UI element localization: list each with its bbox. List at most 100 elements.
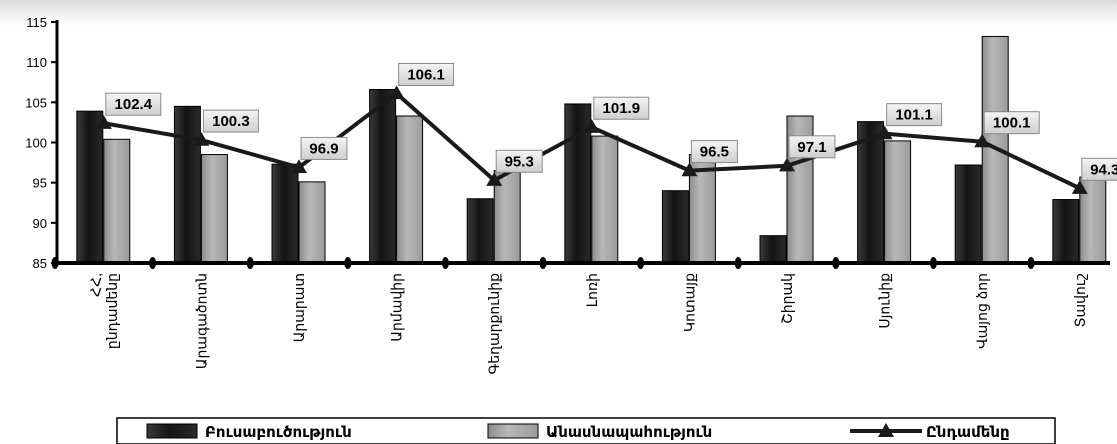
- bar-crop-3: [369, 88, 397, 264]
- x-tick-label-6: Կոտայք: [681, 273, 697, 332]
- x-tick-label-line-5-0: Լոռի: [584, 273, 600, 307]
- legend-swatch-crop: [146, 423, 198, 439]
- line-point-5: [583, 119, 600, 133]
- x-tick-label-line-9-0: Վայոց ձոր: [974, 273, 990, 349]
- line-point-10: [1071, 180, 1088, 194]
- x-tick-label-line-4-0: Գեղարքունիք: [486, 273, 502, 374]
- bar-livestock-5: [591, 135, 619, 264]
- data-label-3: 106.1: [407, 66, 445, 83]
- x-tick-label-line-0-1: ընդամենը: [104, 273, 120, 349]
- legend: Բուսաբուծություն Անասնապահություն Ընդամենը: [116, 417, 1056, 444]
- x-tick-label-2: Արարատ: [291, 273, 307, 342]
- y-tick-label-6: 115: [26, 15, 47, 30]
- data-label-5: 101.9: [603, 100, 641, 117]
- legend-label-0: Բուսաբուծություն: [205, 424, 352, 441]
- bar-livestock-2: [298, 181, 326, 264]
- y-tick-label-2: 95: [33, 176, 47, 191]
- bar-livestock-0: [103, 138, 131, 264]
- x-tick-label-line-8-0: Սյունիք: [877, 273, 893, 329]
- data-label-box-2: [300, 136, 348, 160]
- x-tick-label-4: Գեղարքունիք: [486, 273, 502, 374]
- x-tick-mark-7: [734, 257, 742, 269]
- bar-livestock-4: [493, 170, 521, 264]
- data-label-box-7: [788, 135, 836, 159]
- bar-crop-1: [173, 105, 201, 264]
- data-label-8: 101.1: [895, 107, 933, 124]
- line-point-1: [193, 132, 210, 146]
- data-label-box-9: [983, 111, 1040, 135]
- x-tick-label-line-2-0: Արարատ: [291, 273, 307, 342]
- x-tick-label-line-6-0: Կոտայք: [681, 273, 697, 332]
- bar-crop-10: [1052, 199, 1080, 264]
- x-tick-mark-10: [1027, 257, 1035, 269]
- bar-crop-7: [759, 235, 787, 264]
- legend-marker-total: [878, 423, 894, 437]
- data-label-box-8: [886, 103, 943, 127]
- x-tick-label-line-0-0: ՀՀ,: [88, 273, 104, 297]
- data-label-2: 96.9: [309, 140, 338, 157]
- x-tick-label-8: Սյունիք: [877, 273, 893, 329]
- line-point-6: [681, 162, 698, 177]
- data-label-box-0: [105, 92, 162, 116]
- data-label-0: 102.4: [115, 96, 153, 113]
- x-tick-mark-8: [832, 257, 840, 269]
- bar-crop-4: [466, 198, 494, 264]
- x-tick-mark-9: [929, 257, 937, 269]
- line-point-7: [779, 157, 795, 172]
- y-tick-label-1: 90: [33, 216, 47, 231]
- legend-swatch-livestock: [487, 423, 539, 439]
- data-label-box-3: [398, 62, 455, 86]
- line-point-8: [876, 125, 893, 140]
- x-tick-label-9: Վայոց ձոր: [974, 273, 990, 349]
- data-label-6: 96.5: [700, 144, 729, 161]
- y-tick-label-4: 105: [25, 95, 47, 110]
- x-tick-label-5: Լոռի: [584, 273, 600, 307]
- data-label-4: 95.3: [505, 153, 534, 170]
- legend-label-2: Ընդամենը: [926, 424, 1010, 441]
- y-tick-label-3: 100: [25, 136, 47, 151]
- x-tick-mark-3: [344, 257, 352, 269]
- data-label-9: 100.1: [993, 115, 1031, 132]
- bar-crop-0: [76, 110, 104, 264]
- data-label-7: 97.1: [797, 139, 826, 156]
- bar-livestock-8: [884, 140, 912, 264]
- x-tick-mark-4: [441, 257, 449, 269]
- y-tick-label-0: 85: [33, 256, 47, 271]
- data-label-box-1: [202, 109, 259, 133]
- x-tick-label-7: Շիրակ: [779, 273, 795, 324]
- data-label-box-5: [593, 96, 650, 120]
- x-tick-mark-2: [246, 257, 254, 269]
- y-tick-label-5: 110: [26, 55, 47, 70]
- bar-crop-2: [271, 163, 299, 264]
- legend-label-1: Անասնապահություն: [546, 424, 712, 441]
- data-label-1: 100.3: [212, 113, 250, 130]
- line-point-2: [291, 159, 307, 174]
- line-point-3: [388, 85, 405, 100]
- data-label-10: 94.3: [1090, 161, 1117, 178]
- line-point-9: [974, 133, 991, 148]
- bar-crop-8: [857, 121, 885, 264]
- x-tick-label-line-10-0: Տավուշ: [1072, 273, 1088, 327]
- x-tick-mark-1: [149, 257, 157, 269]
- x-tick-mark-0: [51, 257, 59, 269]
- data-label-box-10: [1081, 157, 1117, 181]
- x-tick-label-1: Արագածոտն: [193, 273, 209, 369]
- bars-layer: [76, 35, 1107, 264]
- bar-crop-9: [954, 164, 982, 264]
- line-point-0: [95, 115, 112, 129]
- x-tick-label-0: ՀՀ, ընդամենը: [88, 273, 120, 349]
- x-tick-label-3: Արմավիր: [389, 273, 405, 342]
- bar-crop-6: [661, 190, 689, 264]
- data-label-box-4: [495, 149, 543, 173]
- x-tick-label-line-3-0: Արմավիր: [389, 273, 405, 342]
- bar-livestock-1: [200, 154, 228, 264]
- bar-livestock-3: [396, 115, 424, 264]
- x-tick-mark-5: [539, 257, 547, 269]
- axes-layer: 85 90 95 100 105 110 115 ՀՀ, ընդամենը Արագածոտն Ար…: [25, 15, 1110, 374]
- x-tick-mark-6: [637, 257, 645, 269]
- x-tick-label-line-7-0: Շիրակ: [779, 273, 795, 324]
- x-tick-label-10: Տավուշ: [1072, 273, 1088, 327]
- data-labels-layer: 102.4 100.3 96.9 106.1 95.3 101.9 96.5 97.1 101.…: [105, 62, 1117, 181]
- x-tick-label-line-1-0: Արագածոտն: [193, 273, 209, 369]
